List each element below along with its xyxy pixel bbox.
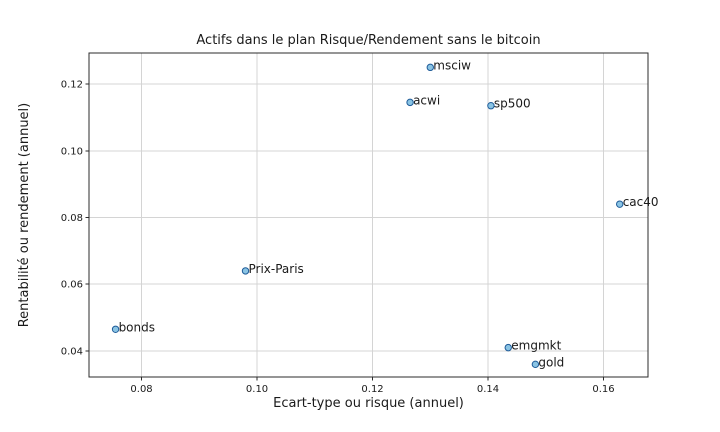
y-tick-label: 0.04 (61, 346, 83, 357)
point-label: gold (538, 355, 564, 369)
point-label: cac40 (623, 195, 659, 209)
point-label: msciw (433, 58, 471, 72)
x-tick-label: 0.16 (592, 384, 614, 395)
y-axis-label: Rentabilité ou rendement (annuel) (17, 102, 32, 328)
point-label: Prix-Paris (248, 262, 303, 276)
y-tick-label: 0.12 (61, 80, 83, 91)
point-sp500 (487, 102, 495, 110)
point-bonds (111, 325, 120, 333)
x-tick-label: 0.14 (477, 384, 499, 395)
point-cac40 (616, 200, 624, 208)
plot-border (88, 52, 649, 378)
point-label: bonds (119, 320, 155, 334)
point-gold (531, 360, 540, 369)
x-axis-label: Ecart-type ou risque (annuel) (273, 396, 464, 411)
x-tick-label: 0.10 (246, 384, 268, 395)
point-msciw (426, 63, 434, 72)
x-tick-label: 0.08 (130, 384, 152, 395)
point-prix-paris (241, 267, 250, 275)
point-label: emgmkt (511, 339, 561, 353)
point-label: acwi (413, 93, 440, 107)
y-tick-label: 0.06 (61, 280, 83, 291)
y-tick-label: 0.10 (61, 146, 83, 157)
point-label: sp500 (494, 97, 531, 111)
chart-title: Actifs dans le plan Risque/Rendement san… (196, 33, 541, 48)
point-acwi (406, 98, 414, 107)
x-tick-label: 0.12 (361, 384, 383, 395)
point-emgmkt (504, 343, 512, 352)
y-tick-label: 0.08 (61, 213, 83, 224)
